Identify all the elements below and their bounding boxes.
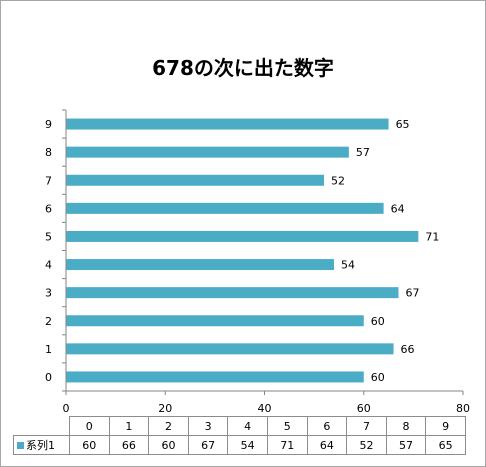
y-tick-label: 0 (45, 371, 52, 384)
data-label: 54 (341, 259, 355, 272)
data-label: 60 (371, 315, 385, 328)
bar (66, 174, 325, 186)
y-tick-label: 8 (45, 146, 52, 159)
table-header-cell: 1 (108, 416, 150, 436)
data-label: 52 (331, 174, 345, 187)
table-value-cell: 57 (385, 435, 427, 455)
table-corner (14, 417, 70, 436)
table-value-cell: 71 (266, 435, 308, 455)
table-header-cell: 2 (148, 416, 189, 436)
x-tick-label: 0 (63, 402, 70, 415)
data-label: 71 (425, 230, 439, 243)
data-label: 67 (405, 287, 419, 300)
table-header-cell: 7 (346, 416, 387, 436)
bar (66, 315, 364, 327)
table-header-cell: 8 (385, 416, 427, 436)
x-tick-label: 80 (456, 402, 470, 415)
bar (66, 230, 419, 242)
y-tick-label: 6 (45, 202, 52, 215)
bar (66, 371, 364, 383)
table-value-cell: 65 (425, 435, 466, 455)
series-legend-key (17, 442, 24, 449)
y-tick-label: 5 (45, 230, 52, 243)
data-label: 66 (401, 343, 415, 356)
bar (66, 202, 384, 214)
series-name: 系列1 (26, 439, 55, 452)
bar (66, 343, 394, 355)
x-tick-label: 40 (258, 402, 272, 415)
table-value-cell: 66 (108, 435, 150, 455)
series-name-cell: 系列1 (13, 435, 70, 455)
table-value-cell: 60 (69, 435, 110, 455)
y-tick-label: 9 (45, 118, 52, 131)
table-value-cell: 67 (187, 435, 229, 455)
x-tick-label: 20 (158, 402, 172, 415)
x-tick-label: 60 (357, 402, 371, 415)
data-label: 60 (371, 371, 385, 384)
y-tick-label: 2 (45, 315, 52, 328)
table-header-cell: 6 (306, 416, 348, 436)
y-tick-label: 1 (45, 343, 52, 356)
bar (66, 287, 399, 299)
data-label: 65 (396, 118, 410, 131)
chart-title: 678の次に出た数字 (152, 56, 334, 80)
table-row: 系列1 60 66 60 67 54 71 64 52 57 65 (13, 435, 466, 455)
bar (66, 259, 334, 271)
y-tick-label: 3 (45, 287, 52, 300)
table-header-cell: 3 (187, 416, 229, 436)
table-value-cell: 54 (227, 435, 268, 455)
table-value-cell: 60 (148, 435, 189, 455)
table-header-cell: 9 (425, 416, 466, 436)
data-label: 64 (391, 202, 405, 215)
table-value-cell: 52 (346, 435, 387, 455)
y-tick-label: 4 (45, 259, 52, 272)
table-header-cell: 5 (266, 416, 308, 436)
table-header-cell: 4 (227, 416, 268, 436)
table-value-cell: 64 (306, 435, 348, 455)
y-tick-label: 7 (45, 174, 52, 187)
bar (66, 146, 349, 158)
data-label: 57 (356, 146, 370, 159)
table-header-cell: 0 (69, 416, 110, 436)
bar (66, 118, 389, 130)
